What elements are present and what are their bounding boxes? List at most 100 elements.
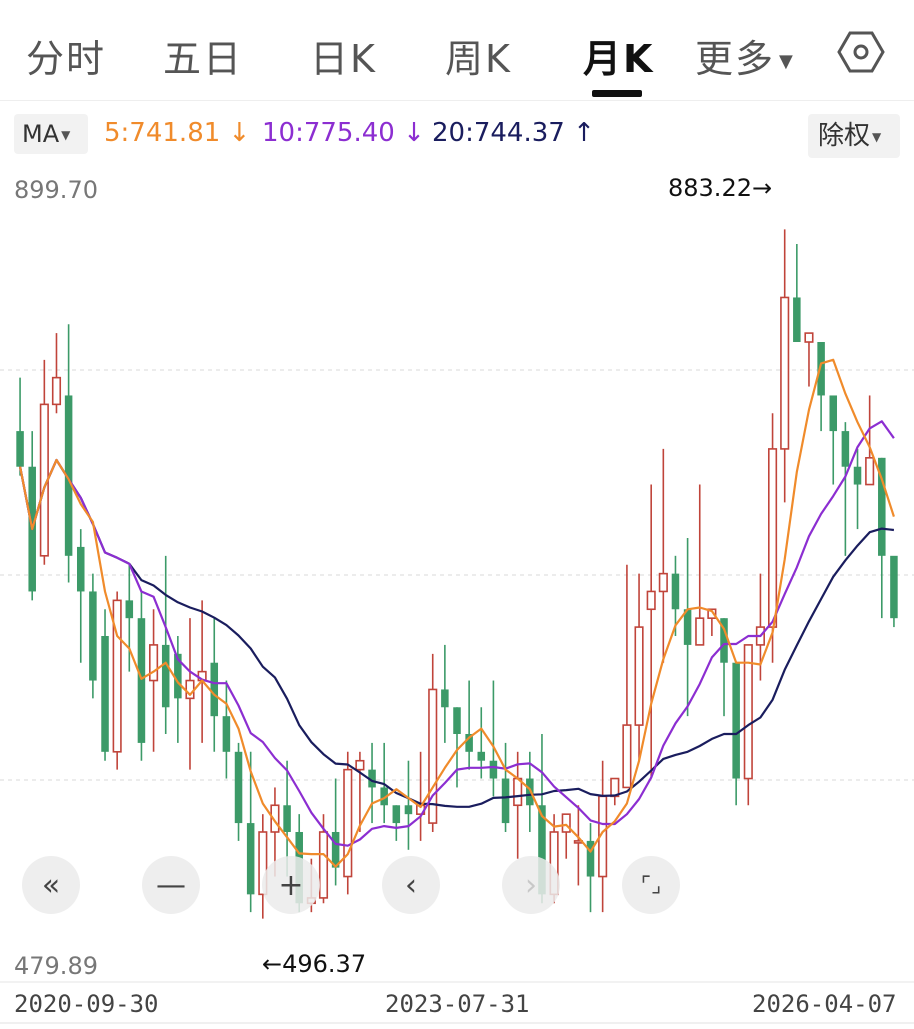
- tab-weekly-k[interactable]: 周K: [445, 37, 512, 81]
- candle-body-down: [64, 395, 73, 556]
- candle-body-down: [404, 805, 413, 815]
- candle-body-down: [683, 609, 692, 645]
- candle-body-down: [671, 573, 680, 610]
- caret-down-icon: ▼: [61, 128, 71, 142]
- ma10-text: 10:775.40: [262, 118, 395, 148]
- ma5-down-arrow-icon: ↓: [228, 118, 251, 148]
- candle-body-down: [16, 431, 24, 467]
- candle-body-up: [695, 617, 705, 646]
- settings-hexagon-icon[interactable]: [836, 30, 886, 74]
- candle-body-down: [234, 751, 243, 824]
- y-max-label: 899.70: [14, 176, 98, 204]
- tab-monthly-k[interactable]: 月K: [583, 37, 655, 81]
- candle-body-up: [622, 724, 632, 789]
- x-label-mid: 2023-07-31: [385, 990, 530, 1018]
- candle-body-up: [51, 376, 62, 406]
- candle-body-up: [149, 644, 159, 682]
- fullscreen-icon[interactable]: ⌜⌟: [622, 856, 680, 914]
- candle-body-down: [125, 600, 134, 619]
- candle-body-down: [101, 635, 109, 752]
- y-min-label: 479.89: [14, 952, 98, 980]
- ma20-line: [19, 458, 895, 808]
- adjust-select-label: 除权: [818, 121, 871, 151]
- candle-body-down: [174, 653, 182, 699]
- candle-body-down: [829, 395, 838, 432]
- ma10-line: [19, 420, 895, 847]
- ma-indicator-row: MA ▼ 5:741.81 ↓ 10:775.40 ↓ 20:744.37 ↑ 除…: [0, 110, 914, 160]
- candle-body-down: [489, 760, 498, 779]
- candle-body-down: [720, 618, 728, 663]
- scroll-start-icon[interactable]: «: [22, 856, 80, 914]
- candle-body-down: [161, 644, 170, 708]
- candle-body-up: [270, 804, 280, 833]
- candle-body-up: [780, 296, 790, 450]
- ma20-text: 20:744.37: [432, 118, 565, 148]
- candle-body-up: [707, 608, 717, 619]
- scroll-left-icon[interactable]: ‹: [382, 856, 440, 914]
- candle-body-down: [793, 297, 801, 343]
- scroll-right-icon[interactable]: ›: [502, 856, 560, 914]
- candle-body-down: [210, 662, 219, 717]
- tabs-divider: [0, 100, 914, 101]
- candle-body-up: [318, 831, 329, 899]
- candle-body-down: [501, 778, 510, 824]
- candle-body-down: [76, 546, 85, 592]
- candle-body-up: [634, 626, 644, 726]
- candle-body-down: [137, 618, 146, 743]
- adjust-select[interactable]: 除权 ▼: [808, 114, 900, 158]
- candle-body-up: [428, 688, 438, 824]
- period-low-label: ←496.37: [262, 950, 367, 978]
- ma20-value: 20:744.37 ↑: [432, 118, 595, 148]
- candle-body-down: [732, 662, 740, 779]
- candle-body-down: [89, 591, 97, 681]
- bottom-divider: [0, 1022, 914, 1024]
- ma10-down-arrow-icon: ↓: [403, 118, 425, 148]
- ma5-line: [19, 358, 895, 868]
- candle-body-down: [246, 823, 255, 895]
- candle-body-down: [817, 342, 825, 396]
- candle-body-up: [658, 572, 668, 593]
- caret-down-icon: ▼: [872, 129, 882, 144]
- tab-five-day[interactable]: 五日: [163, 37, 244, 81]
- candle-body-down: [441, 689, 449, 708]
- candle-body-up: [743, 644, 753, 780]
- ma5-text: 5:741.81: [104, 118, 221, 148]
- candle-body-up: [355, 759, 365, 771]
- tab-minute[interactable]: 分时: [26, 37, 107, 81]
- candle-body-down: [841, 431, 850, 467]
- candle-body-up: [865, 457, 875, 486]
- candle-body-up: [343, 768, 353, 878]
- candle-body-down: [465, 733, 473, 752]
- zoom-in-icon[interactable]: +: [262, 856, 320, 914]
- candle-body-up: [513, 777, 523, 807]
- period-high-label: 883.22→: [668, 174, 773, 202]
- ma-select[interactable]: MA ▼: [14, 114, 88, 154]
- candle-body-up: [561, 813, 571, 833]
- candle-body-up: [646, 590, 656, 611]
- tab-more-label: 更多: [695, 37, 776, 81]
- candle-body-down: [368, 769, 376, 788]
- zoom-out-icon[interactable]: —: [142, 856, 200, 914]
- caret-down-icon: ▼: [779, 51, 795, 72]
- candle-body-down: [453, 707, 461, 734]
- active-tab-indicator: [592, 90, 642, 97]
- candle-body-up: [804, 332, 814, 343]
- candle-body-down: [283, 805, 291, 832]
- candle-body-up: [767, 448, 778, 628]
- candle-body-up: [112, 599, 122, 753]
- ma-select-label: MA: [22, 120, 60, 148]
- tab-more[interactable]: 更多 ▼: [695, 28, 795, 83]
- x-label-end: 2026-04-07: [752, 990, 897, 1018]
- candle-body-down: [878, 457, 886, 556]
- candle-body-down: [380, 787, 388, 806]
- candle-body-down: [392, 805, 401, 824]
- ma5-value: 5:741.81 ↓: [104, 118, 250, 148]
- candle-body-down: [477, 751, 486, 761]
- period-tabs: 分时 五日 日K 周K 月K 更多 ▼: [0, 0, 914, 100]
- candle-body-down: [853, 466, 862, 485]
- ma20-up-arrow-icon: ↑: [573, 118, 595, 148]
- tab-daily-k[interactable]: 日K: [310, 37, 377, 81]
- x-label-start: 2020-09-30: [14, 990, 159, 1018]
- ma10-value: 10:775.40 ↓: [262, 118, 425, 148]
